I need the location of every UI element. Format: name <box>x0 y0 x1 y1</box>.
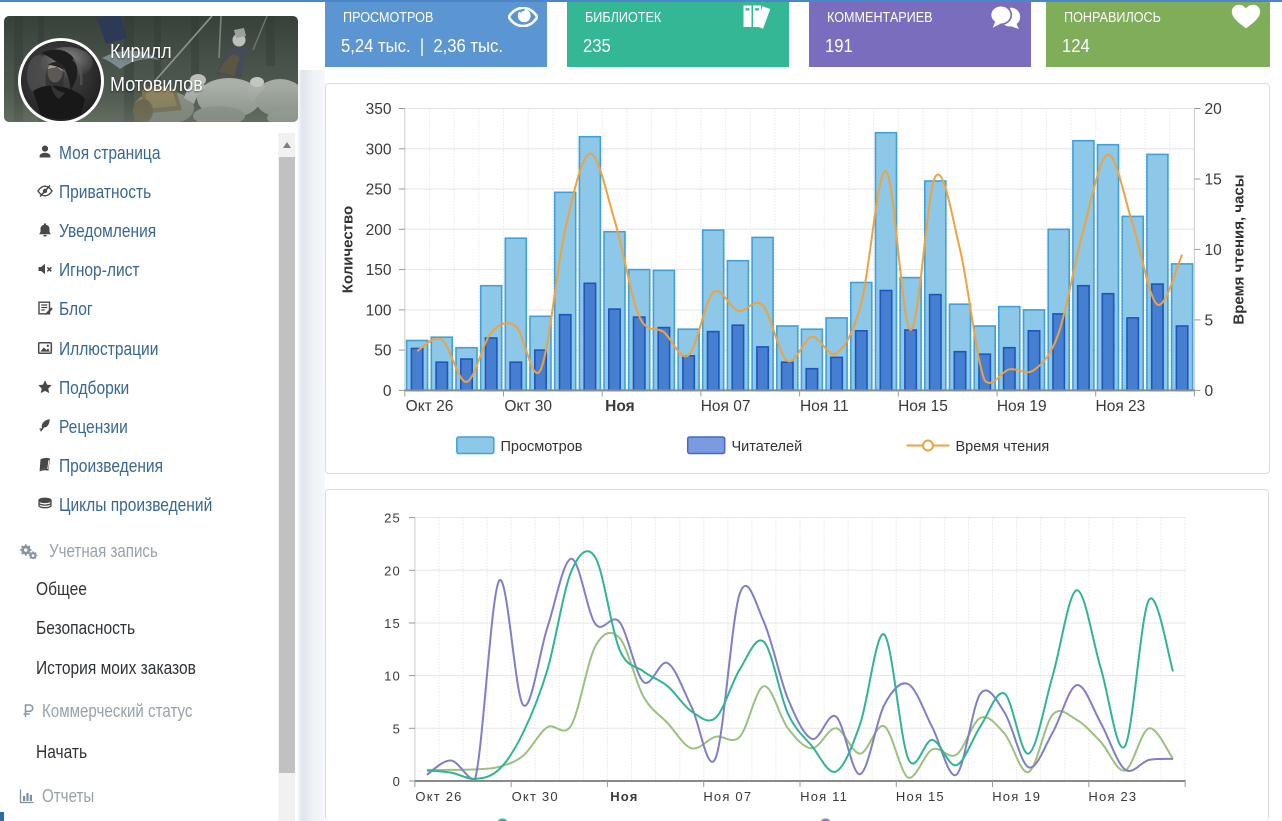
svg-text:Ноя 11: Ноя 11 <box>800 789 848 804</box>
svg-text:200: 200 <box>365 222 391 239</box>
svg-text:15: 15 <box>384 616 401 631</box>
svg-text:Просмотров: Просмотров <box>500 439 582 455</box>
svg-text:25: 25 <box>384 511 401 526</box>
svg-text:100: 100 <box>365 302 391 319</box>
svg-text:Ноя 15: Ноя 15 <box>898 398 948 415</box>
svg-text:0: 0 <box>1204 383 1213 400</box>
svg-text:Окт 26: Окт 26 <box>415 789 462 804</box>
svg-text:Ноя: Ноя <box>605 398 635 415</box>
svg-text:Ноя 19: Ноя 19 <box>992 789 1041 804</box>
svg-text:Окт 30: Окт 30 <box>511 789 558 804</box>
svg-text:Количество: Количество <box>339 206 356 293</box>
svg-text:Ноя 15: Ноя 15 <box>895 789 944 804</box>
svg-text:10: 10 <box>1204 242 1222 259</box>
svg-text:5: 5 <box>392 721 400 736</box>
svg-text:20: 20 <box>1204 101 1222 118</box>
svg-text:20: 20 <box>384 563 401 578</box>
svg-text:0: 0 <box>392 774 400 789</box>
svg-text:Ноя 23: Ноя 23 <box>1095 398 1145 415</box>
svg-text:5: 5 <box>1204 312 1213 329</box>
svg-text:250: 250 <box>365 182 391 199</box>
svg-text:Ноя 07: Ноя 07 <box>703 789 752 804</box>
svg-text:150: 150 <box>365 262 391 279</box>
svg-text:Время чтения: Время чтения <box>955 439 1049 455</box>
svg-text:Окт 30: Окт 30 <box>504 398 552 415</box>
svg-text:Читателей: Читателей <box>731 439 802 455</box>
svg-text:Ноя 23: Ноя 23 <box>1088 789 1137 804</box>
svg-text:Ноя: Ноя <box>610 789 638 804</box>
svg-text:0: 0 <box>382 383 391 400</box>
svg-text:Время чтения, часы: Время чтения, часы <box>1230 174 1247 324</box>
svg-text:Ноя 07: Ноя 07 <box>700 398 750 415</box>
svg-text:300: 300 <box>365 141 391 158</box>
svg-text:Ноя 19: Ноя 19 <box>996 398 1046 415</box>
svg-text:10: 10 <box>384 669 401 684</box>
svg-text:Ноя 11: Ноя 11 <box>799 398 848 415</box>
svg-text:Окт 26: Окт 26 <box>405 398 453 415</box>
svg-text:350: 350 <box>365 101 391 118</box>
svg-text:50: 50 <box>374 343 392 360</box>
svg-text:15: 15 <box>1204 172 1221 189</box>
